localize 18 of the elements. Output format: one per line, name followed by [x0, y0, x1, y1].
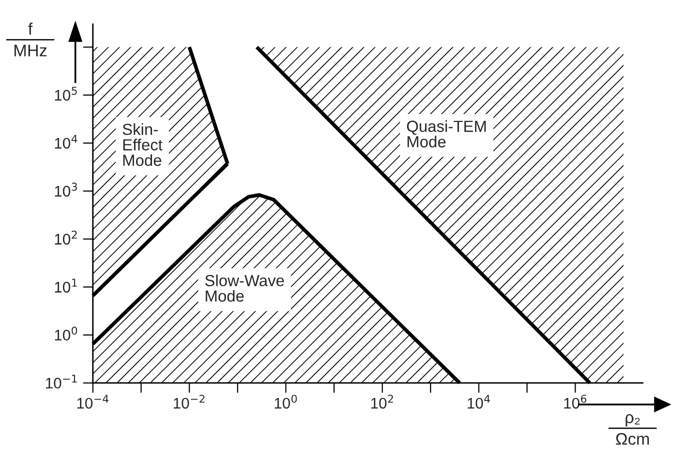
y-tick-label: 10$^{1}$: [55, 278, 77, 293]
annotation: Skin- Effect Mode: [122, 123, 162, 166]
y-axis-title: f MHz: [14, 22, 47, 56]
x-tick-label: 10$^{−2}$: [174, 394, 204, 409]
annotation: Quasi-TEM Mode: [407, 120, 486, 148]
x-tick-label: 10$^{6}$: [564, 394, 586, 409]
y-tick-label: 10$^{5}$: [55, 86, 77, 101]
x-tick-label: 10$^{4}$: [468, 394, 490, 409]
y-tick-label: 10$^{−1}$: [46, 374, 77, 389]
annotation: Slow-Wave Mode: [205, 274, 284, 302]
y-tick-label: 10$^{0}$: [55, 326, 78, 341]
y-tick-label: 10$^{3}$: [55, 182, 77, 197]
x-tick-label: 10$^{0}$: [274, 394, 297, 409]
x-tick-label: 10$^{−4}$: [77, 394, 108, 409]
x-axis-title: ρ₂ Ωcm: [616, 414, 649, 445]
y-tick-label: 10$^{2}$: [55, 230, 77, 245]
y-tick-label: 10$^{4}$: [55, 134, 78, 149]
x-tick-label: 10$^{2}$: [371, 394, 393, 409]
